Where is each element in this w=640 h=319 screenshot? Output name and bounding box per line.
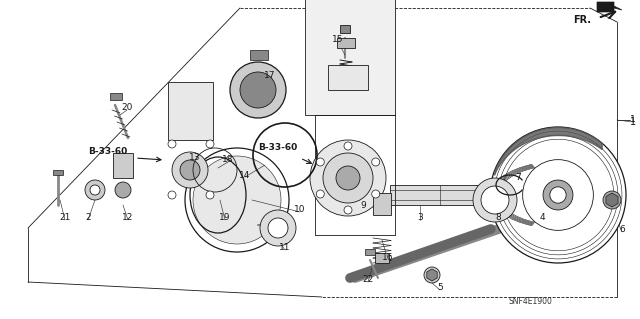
Text: 10: 10 — [294, 205, 306, 214]
Circle shape — [240, 72, 276, 108]
Circle shape — [344, 142, 352, 150]
Circle shape — [185, 148, 289, 252]
Text: FR.: FR. — [573, 15, 591, 25]
Circle shape — [481, 186, 509, 214]
Circle shape — [85, 180, 105, 200]
Text: 14: 14 — [239, 170, 251, 180]
Text: 18: 18 — [222, 155, 234, 165]
Circle shape — [168, 140, 176, 148]
Bar — [168, 82, 213, 140]
Text: B-33-60: B-33-60 — [258, 144, 297, 152]
Bar — [110, 93, 122, 100]
Circle shape — [316, 158, 324, 166]
Text: 21: 21 — [60, 213, 70, 222]
Text: 20: 20 — [122, 103, 132, 113]
Text: 17: 17 — [264, 70, 276, 79]
Text: 7: 7 — [515, 174, 521, 182]
Text: 2: 2 — [85, 213, 91, 222]
Circle shape — [168, 191, 176, 199]
Bar — [113, 153, 133, 178]
Polygon shape — [390, 185, 490, 205]
Text: 5: 5 — [437, 284, 443, 293]
Text: 22: 22 — [362, 276, 374, 285]
Circle shape — [323, 153, 373, 203]
Text: 15: 15 — [332, 35, 344, 44]
Circle shape — [603, 191, 621, 209]
Text: B-33-60: B-33-60 — [88, 147, 127, 157]
Circle shape — [473, 178, 517, 222]
Bar — [337, 38, 355, 48]
Circle shape — [336, 166, 360, 190]
Bar — [365, 249, 375, 255]
Bar — [340, 25, 350, 33]
Circle shape — [115, 182, 131, 198]
Circle shape — [310, 140, 386, 216]
Circle shape — [316, 190, 324, 198]
Bar — [328, 65, 368, 90]
Text: 3: 3 — [417, 213, 423, 222]
Bar — [305, 0, 395, 115]
Text: 13: 13 — [189, 153, 201, 162]
Text: SNF4E1900: SNF4E1900 — [508, 298, 552, 307]
Text: 11: 11 — [279, 243, 291, 253]
Circle shape — [268, 218, 288, 238]
Circle shape — [206, 140, 214, 148]
Text: 12: 12 — [122, 213, 134, 222]
Circle shape — [550, 187, 566, 203]
Circle shape — [372, 158, 380, 166]
Circle shape — [523, 160, 593, 230]
Circle shape — [230, 62, 286, 118]
Circle shape — [543, 180, 573, 210]
Bar — [53, 170, 63, 175]
Circle shape — [199, 162, 275, 238]
Circle shape — [180, 160, 200, 180]
Circle shape — [193, 156, 281, 244]
Circle shape — [424, 267, 440, 283]
Bar — [375, 253, 389, 263]
Text: 8: 8 — [495, 213, 501, 222]
Text: 19: 19 — [220, 213, 231, 222]
Text: 6: 6 — [619, 226, 625, 234]
Bar — [373, 193, 391, 215]
Polygon shape — [597, 2, 622, 12]
Circle shape — [90, 185, 100, 195]
Text: 1: 1 — [630, 117, 636, 127]
Polygon shape — [427, 269, 437, 281]
Text: 4: 4 — [539, 213, 545, 222]
Circle shape — [372, 190, 380, 198]
Text: 1: 1 — [630, 115, 636, 124]
Circle shape — [260, 210, 296, 246]
Circle shape — [206, 191, 214, 199]
Text: 16: 16 — [382, 254, 394, 263]
Circle shape — [344, 206, 352, 214]
Circle shape — [172, 152, 208, 188]
Polygon shape — [606, 193, 618, 207]
Bar — [250, 50, 268, 60]
Circle shape — [490, 127, 626, 263]
Text: 9: 9 — [360, 201, 366, 210]
